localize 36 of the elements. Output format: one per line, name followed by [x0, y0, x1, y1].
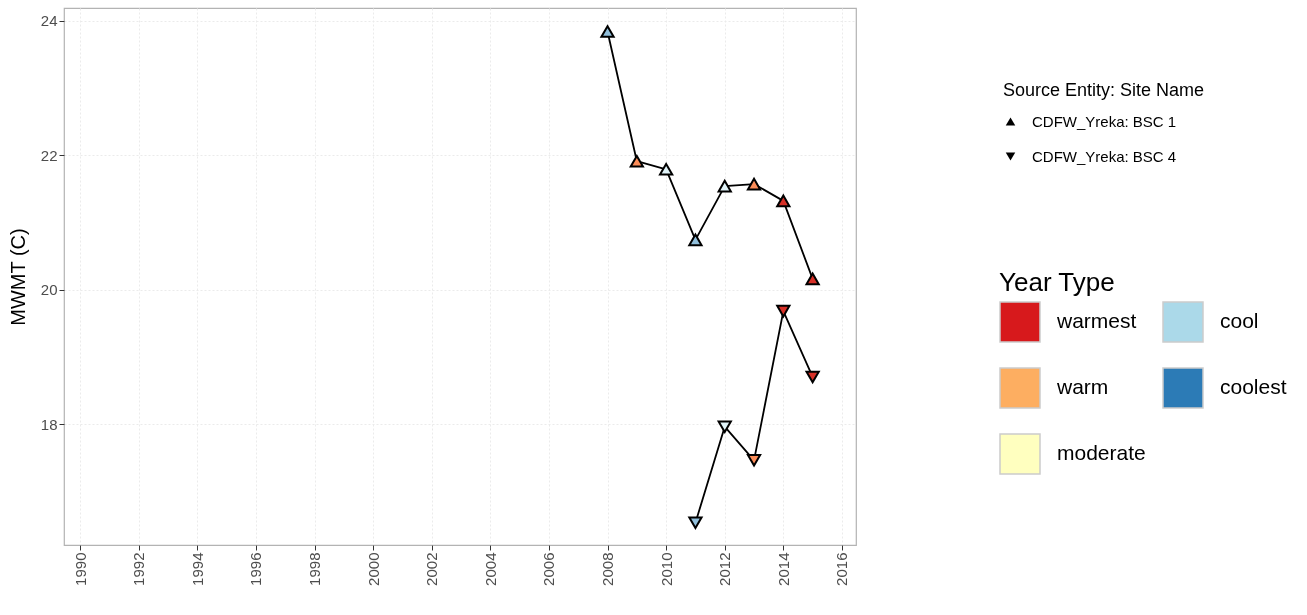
legend-label: CDFW_Yreka: BSC 4 [1032, 147, 1177, 165]
legend-label: coolest [1220, 375, 1287, 398]
point [805, 370, 820, 384]
x-tick-label: 2012 [716, 552, 734, 586]
x-tick-label: 1992 [130, 552, 148, 586]
x-tick-label: 1990 [71, 552, 89, 586]
x-tick-label: 2000 [364, 552, 382, 586]
x-tick-label: 2010 [657, 552, 675, 586]
point [688, 233, 703, 247]
x-tick-label: 2014 [774, 552, 792, 586]
text: Year Type [999, 267, 1115, 297]
y-axis-title: MWMT (C) [6, 228, 29, 326]
x-tick-label: 2002 [423, 552, 441, 586]
point [600, 25, 615, 38]
legend-label: warmest [1056, 309, 1137, 332]
x-tick-label: 1998 [306, 552, 324, 586]
x-tick-label: 2008 [599, 552, 617, 586]
y-tick-label: 20 [40, 281, 58, 299]
text: Source Entity: Site Name [1003, 80, 1205, 100]
x-tick-label: 2006 [540, 552, 558, 586]
y-tick-label: 18 [40, 415, 58, 433]
point [776, 304, 791, 318]
x-tick-label: 1994 [188, 552, 206, 586]
legend-label: moderate [1057, 441, 1146, 464]
legend-label: warm [1056, 375, 1109, 398]
y-tick-label: 22 [40, 146, 58, 164]
point [659, 163, 674, 176]
x-tick-label: 2016 [833, 552, 851, 586]
legend-label: cool [1220, 309, 1259, 332]
y-tick-label: 24 [40, 12, 58, 30]
point [717, 179, 732, 193]
x-tick-label: 2004 [481, 552, 499, 586]
point [629, 154, 644, 168]
x-tick-label: 1996 [247, 552, 265, 586]
point [746, 177, 762, 191]
legend-label: CDFW_Yreka: BSC 1 [1032, 112, 1177, 130]
